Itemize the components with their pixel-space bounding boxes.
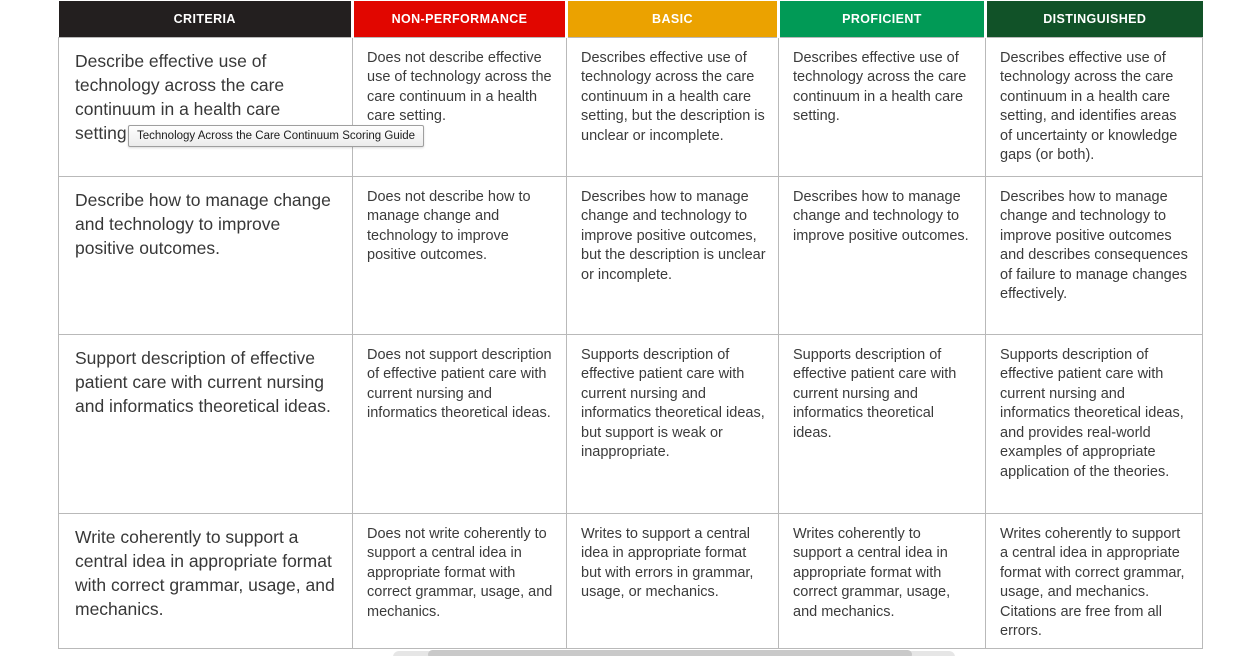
criteria-cell: Support description of effective patient… (58, 333, 353, 514)
rubric-cell: Does not describe how to manage change a… (352, 175, 567, 335)
column-header-proficient: PROFICIENT (777, 1, 986, 38)
column-header-non-performance: NON-PERFORMANCE (351, 1, 567, 38)
rubric-cell: Describes effective use of technology ac… (566, 36, 779, 177)
rubric-cell: Writes coherently to support a central i… (778, 512, 986, 649)
rubric-cell: Describes effective use of technology ac… (985, 36, 1203, 177)
table-row: Write coherently to support a central id… (58, 512, 1203, 649)
rubric-cell: Does not describe effective use of techn… (352, 36, 567, 177)
link-tooltip: Technology Across the Care Continuum Sco… (128, 125, 425, 147)
horizontal-scrollbar-thumb[interactable] (428, 650, 912, 656)
column-header-basic: BASIC (565, 1, 779, 38)
column-header-distinguished: DISTINGUISHED (984, 1, 1203, 38)
rubric-cell: Supports description of effective patien… (985, 333, 1203, 514)
table-row: Describe how to manage change and techno… (58, 175, 1203, 335)
table-row: Support description of effective patient… (58, 333, 1203, 514)
rubric-cell: Describes how to manage change and techn… (985, 175, 1203, 335)
criteria-cell: Describe how to manage change and techno… (58, 175, 353, 335)
rubric-cell: Describes how to manage change and techn… (566, 175, 779, 335)
rubric-cell: Describes how to manage change and techn… (778, 175, 986, 335)
rubric-cell: Describes effective use of technology ac… (778, 36, 986, 177)
column-header-criteria: CRITERIA (58, 1, 353, 38)
rubric-cell: Supports description of effective patien… (778, 333, 986, 514)
header-row: CRITERIA NON-PERFORMANCE BASIC PROFICIEN… (58, 1, 1203, 38)
rubric-cell: Supports description of effective patien… (566, 333, 779, 514)
rubric-cell: Writes coherently to support a central i… (985, 512, 1203, 649)
rubric-cell: Writes to support a central idea in appr… (566, 512, 779, 649)
scoring-guide-table: CRITERIA NON-PERFORMANCE BASIC PROFICIEN… (58, 1, 1203, 649)
rubric-cell: Does not support description of effectiv… (352, 333, 567, 514)
rubric-cell: Does not write coherently to support a c… (352, 512, 567, 649)
table-row: Describe effective use of technology acr… (58, 36, 1203, 177)
criteria-cell: Describe effective use of technology acr… (58, 36, 353, 177)
criteria-cell: Write coherently to support a central id… (58, 512, 353, 649)
